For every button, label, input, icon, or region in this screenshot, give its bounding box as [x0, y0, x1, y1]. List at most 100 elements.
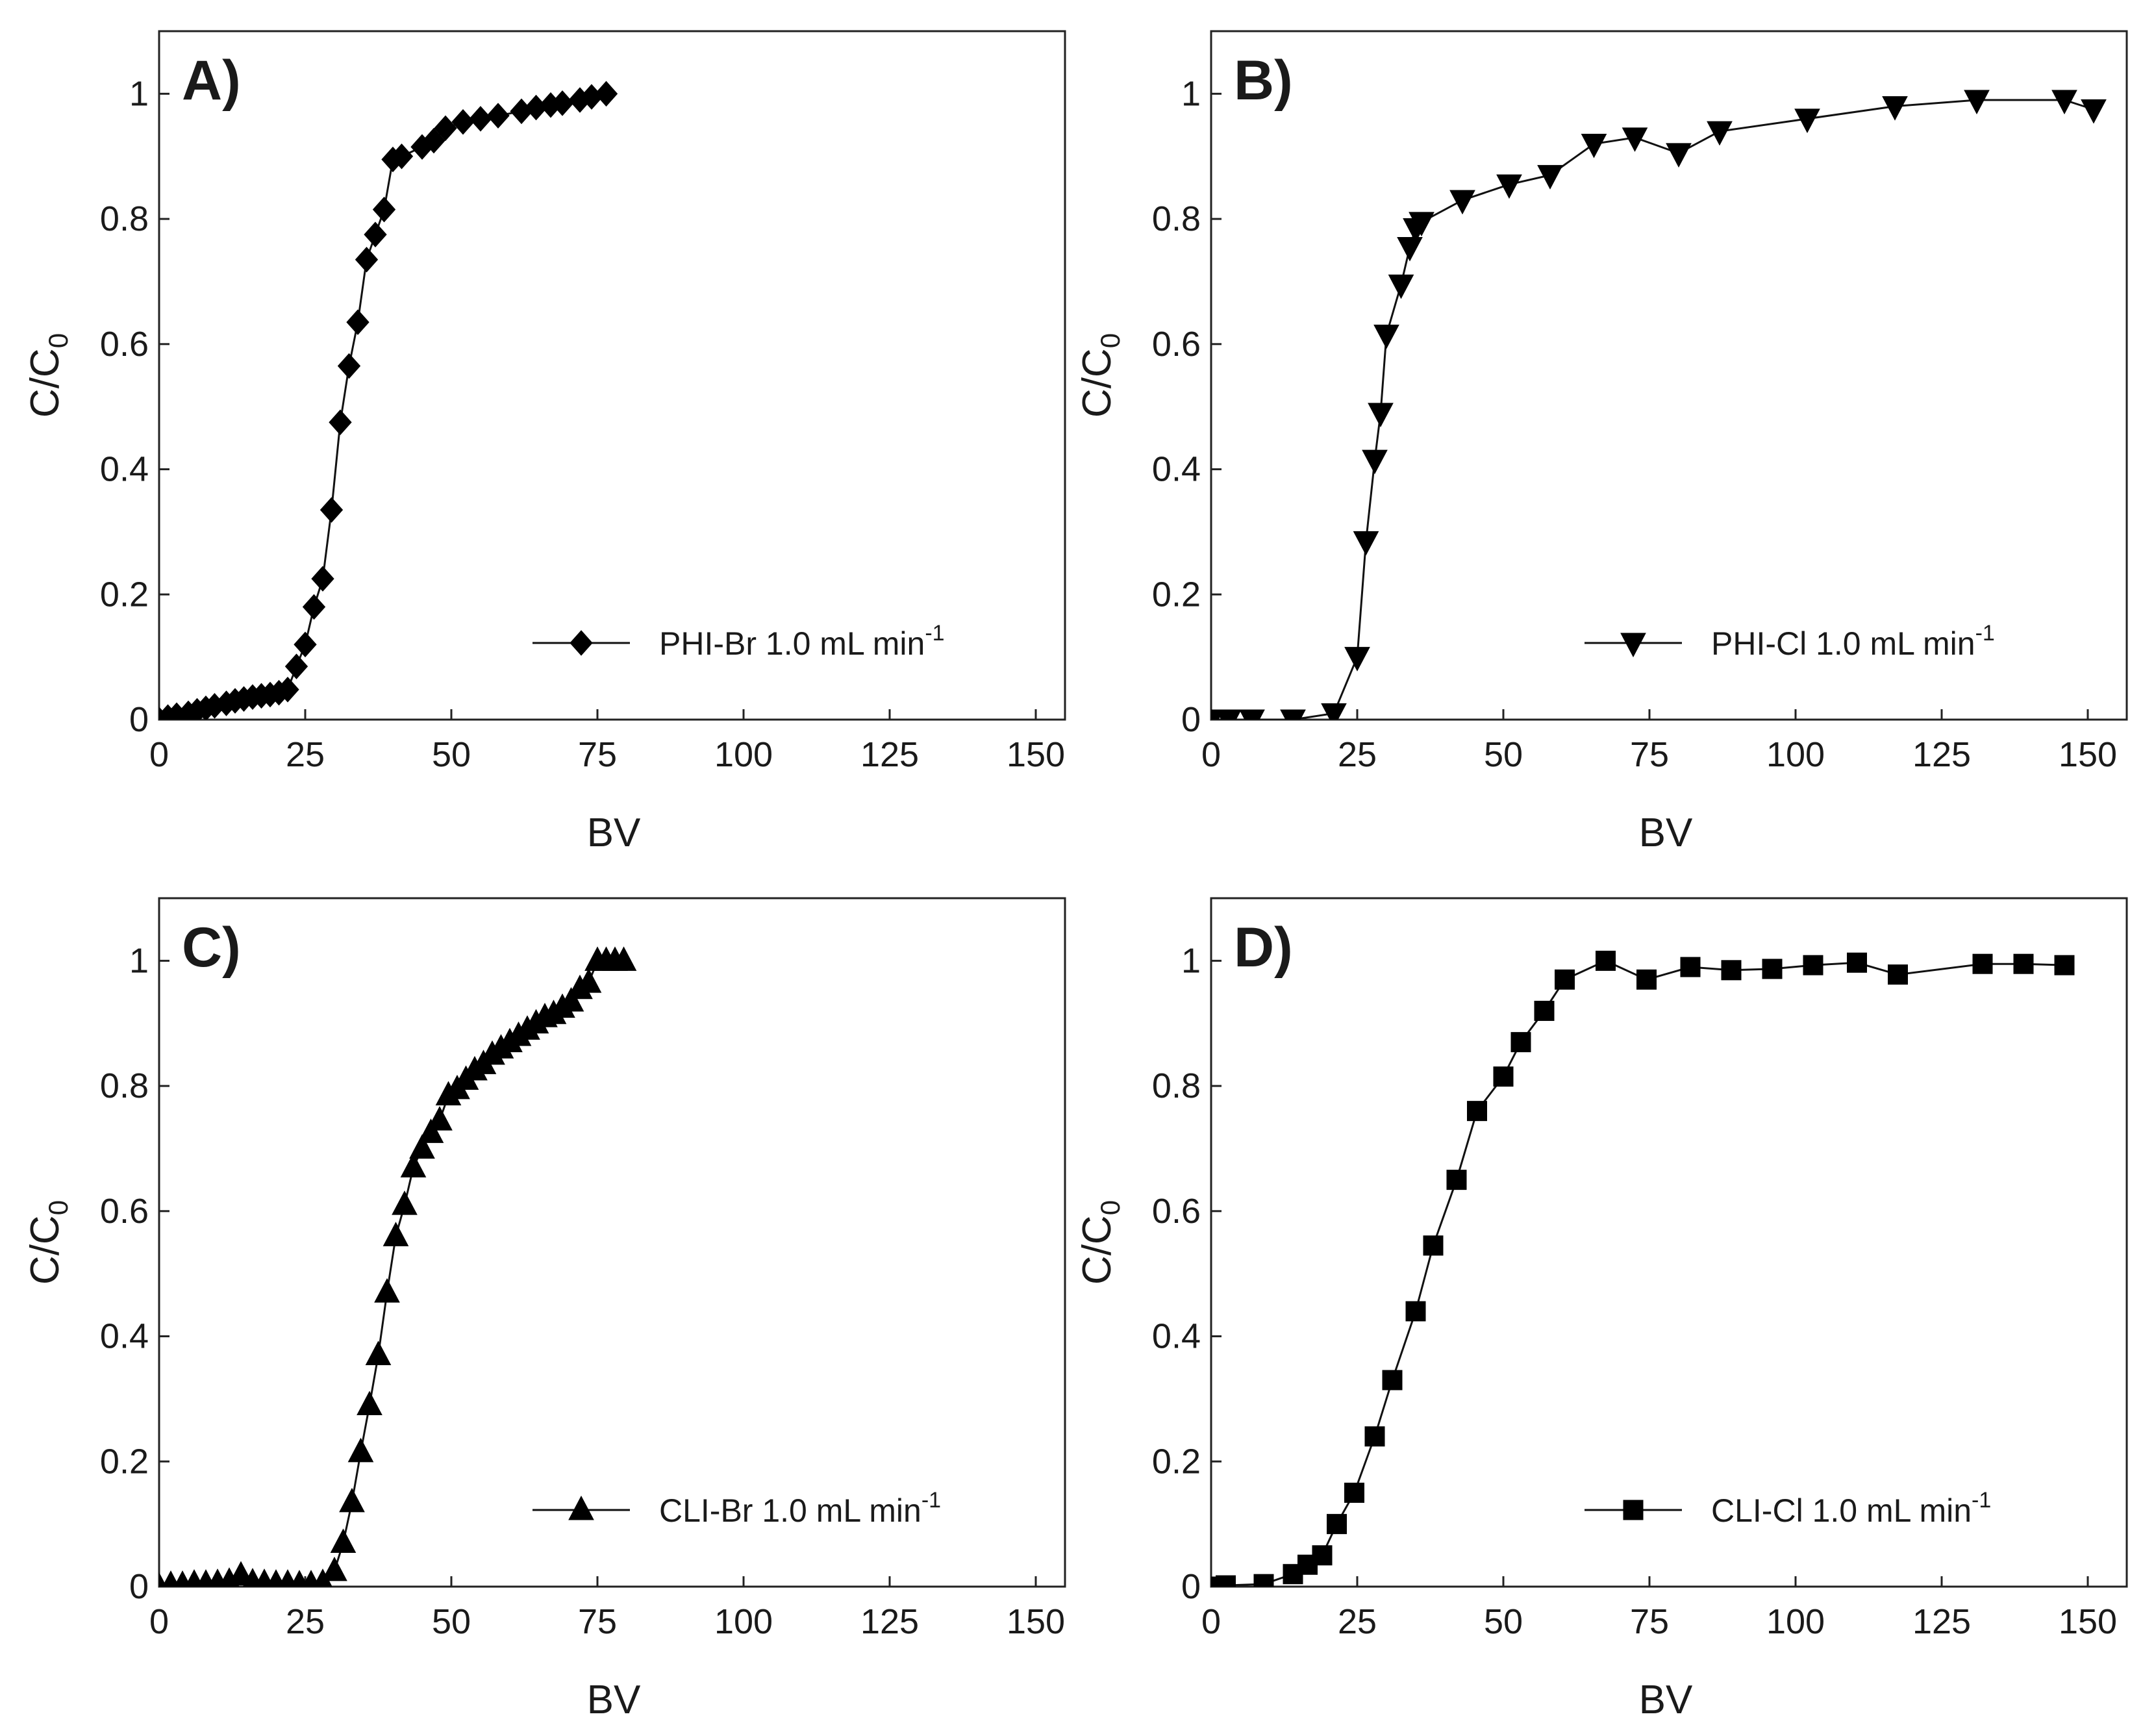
x-tick-label: 0	[1201, 735, 1221, 774]
y-tick-label: 0.4	[1152, 450, 1201, 489]
y-axis-title: C/C0	[1075, 333, 1125, 418]
data-point	[339, 1487, 365, 1513]
data-point	[1888, 964, 1908, 985]
legend-label: PHI-Cl 1.0 mL min-1	[1711, 621, 1995, 662]
data-point	[409, 1134, 435, 1159]
data-point	[1510, 1032, 1531, 1053]
data-point	[1388, 274, 1414, 299]
panel-label: C)	[182, 916, 241, 979]
data-point	[1327, 1514, 1347, 1535]
data-point	[1707, 121, 1733, 146]
data-point	[1493, 1066, 1514, 1087]
chart-panel-3: 0 25 50 75 100 125 15000.20.40.60.81BVC/C0C)CL…	[23, 897, 1066, 1722]
y-tick-label: 0.8	[100, 199, 149, 238]
data-point	[321, 1556, 347, 1581]
x-tick-label: 25	[1338, 1602, 1377, 1641]
y-tick-label: 0.4	[100, 1317, 149, 1356]
chart-panel-2: 0 25 50 75 100 125 15000.20.40.60.81BVC/C0B)PH…	[1075, 30, 2128, 855]
data-point	[294, 631, 317, 658]
data-point	[1364, 1426, 1385, 1447]
x-tick-label: 150	[1007, 1602, 1065, 1641]
data-point	[1555, 969, 1575, 990]
legend-label-superscript: -1	[921, 1488, 941, 1513]
x-tick-label: 75	[1630, 735, 1669, 774]
legend-label: CLI-Br 1.0 mL min-1	[659, 1488, 941, 1529]
x-tick-label: 100	[714, 735, 773, 774]
data-point	[1409, 212, 1435, 236]
data-point	[1382, 1370, 1403, 1390]
data-point	[392, 1190, 418, 1215]
data-point	[357, 1390, 382, 1416]
x-tick-label: 100	[1766, 1602, 1825, 1641]
data-point	[284, 653, 308, 679]
data-point	[1321, 703, 1347, 720]
data-point	[364, 221, 387, 247]
y-tick-label: 0.2	[1152, 575, 1201, 614]
x-tick-label: 25	[1338, 735, 1377, 774]
legend: PHI-Br 1.0 mL min-1	[532, 621, 945, 662]
data-point	[1344, 1482, 1364, 1503]
legend: PHI-Cl 1.0 mL min-1	[1585, 621, 1995, 662]
data-point	[1405, 1301, 1426, 1322]
series-group	[1211, 90, 2107, 720]
data-point	[311, 566, 334, 592]
data-point	[365, 1340, 392, 1365]
panel-label: D)	[1234, 916, 1293, 979]
data-point	[418, 1118, 444, 1143]
y-tick-label: 0.4	[1152, 1317, 1201, 1356]
legend-label-text: CLI-Br 1.0 mL min	[659, 1492, 921, 1529]
data-point	[1312, 1545, 1333, 1566]
y-tick-label: 0.8	[1152, 1066, 1201, 1105]
data-point	[1496, 174, 1522, 199]
data-point	[1762, 959, 1783, 979]
x-tick-label: 100	[714, 1602, 773, 1641]
y-tick-label: 1	[129, 941, 149, 980]
legend-label: PHI-Br 1.0 mL min-1	[659, 621, 945, 662]
y-axis-title-main: C/C	[23, 1215, 68, 1285]
data-point	[1882, 96, 1908, 121]
legend-label: CLI-Cl 1.0 mL min-1	[1711, 1488, 1991, 1529]
data-point	[1446, 1170, 1467, 1190]
data-point	[427, 1106, 453, 1131]
data-point	[1534, 1000, 1555, 1021]
data-point	[302, 594, 326, 620]
series-group	[1211, 950, 2075, 1587]
data-point	[1847, 952, 1867, 973]
data-point	[1794, 108, 1820, 133]
x-tick-label: 0	[149, 1602, 169, 1641]
y-tick-label: 0.6	[100, 325, 149, 364]
legend-label-text: PHI-Br 1.0 mL min	[659, 625, 925, 662]
x-tick-label: 125	[860, 735, 919, 774]
data-point	[422, 127, 445, 154]
legend: CLI-Cl 1.0 mL min-1	[1585, 1488, 1991, 1529]
data-point	[2051, 90, 2077, 115]
data-point	[1680, 957, 1701, 977]
data-point	[1216, 1575, 1236, 1587]
data-point	[1397, 236, 1423, 262]
x-axis-title: BV	[587, 1678, 641, 1722]
legend-label-text: PHI-Cl 1.0 mL min	[1711, 625, 1975, 662]
x-tick-label: 125	[860, 1602, 919, 1641]
y-axis-title-subscript: 0	[1095, 333, 1125, 348]
data-point	[1467, 1101, 1487, 1122]
chart-panel-4: 0 25 50 75 100 125 15000.20.40.60.81BVC/C0D)CL…	[1075, 897, 2128, 1722]
y-tick-label: 0.6	[1152, 1192, 1201, 1231]
panel-label: B)	[1234, 49, 1293, 112]
x-tick-label: 125	[1912, 735, 1971, 774]
data-point	[2054, 955, 2075, 975]
plot-frame	[158, 897, 1066, 1588]
data-point	[1721, 960, 1742, 981]
x-tick-label: 125	[1912, 1602, 1971, 1641]
y-axis-title: C/C0	[23, 1200, 73, 1285]
data-point	[2081, 99, 2107, 124]
x-tick-label: 150	[2059, 735, 2117, 774]
y-tick-label: 0.8	[100, 1066, 149, 1105]
y-axis-title-main: C/C	[1075, 348, 1120, 418]
data-point	[486, 103, 510, 129]
data-point	[1449, 190, 1475, 215]
x-tick-label: 50	[1484, 735, 1523, 774]
data-point	[575, 968, 602, 993]
data-point	[347, 1437, 374, 1463]
y-tick-label: 1	[1181, 74, 1201, 113]
data-point	[1537, 165, 1563, 190]
